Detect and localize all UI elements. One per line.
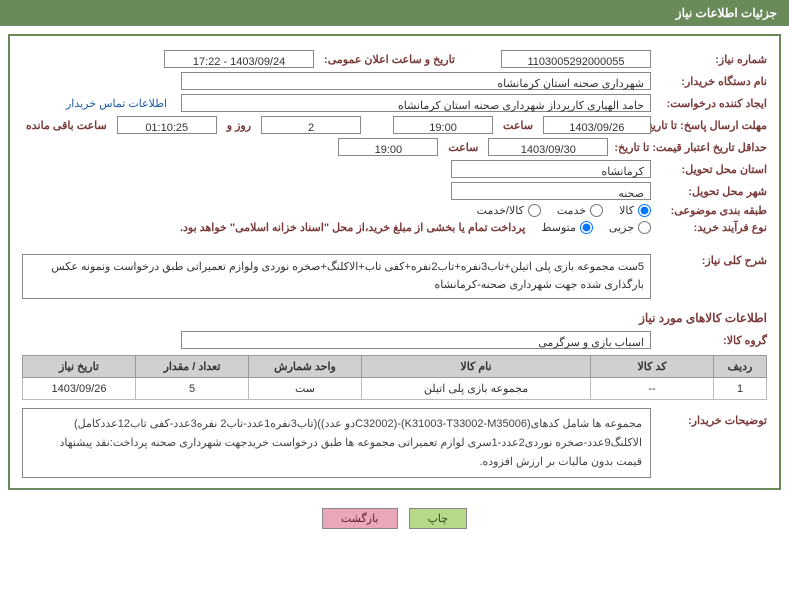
category-service-label: خدمت xyxy=(557,204,586,217)
button-row: چاپ بازگشت xyxy=(0,498,789,539)
col-name: نام کالا xyxy=(362,356,591,378)
cell-row: 1 xyxy=(714,378,767,400)
purchase-type-partial-input[interactable] xyxy=(638,221,651,234)
buyer-org-label: نام دستگاه خریدار: xyxy=(657,75,767,88)
purchase-medium-label: متوسط xyxy=(541,221,576,234)
buyer-org-value: شهرداری صحنه استان کرمانشاه xyxy=(181,72,651,90)
min-validity-time: 19:00 xyxy=(338,138,438,156)
days-and-label: روز و xyxy=(227,119,251,132)
table-row: 1 -- مجموعه بازی پلی اتیلن ست 5 1403/09/… xyxy=(23,378,767,400)
category-goods-label: کالا xyxy=(619,204,634,217)
purchase-type-label: نوع فرآیند خرید: xyxy=(657,221,767,234)
category-radio-goods-service[interactable]: کالا/خدمت xyxy=(477,204,541,217)
goods-table: ردیف کد کالا نام کالا واحد شمارش تعداد /… xyxy=(22,355,767,400)
delivery-city-label: شهر محل تحویل: xyxy=(657,185,767,198)
print-button[interactable]: چاپ xyxy=(409,508,468,529)
cell-name: مجموعه بازی پلی اتیلن xyxy=(362,378,591,400)
response-deadline-time: 19:00 xyxy=(393,116,493,134)
response-deadline-date: 1403/09/26 xyxy=(543,116,651,134)
announce-datetime-value: 1403/09/24 - 17:22 xyxy=(164,50,314,68)
goods-group-label: گروه کالا: xyxy=(657,334,767,347)
details-panel: شماره نیاز: 1103005292000055 تاریخ و ساع… xyxy=(8,34,781,490)
category-radio-goods-input[interactable] xyxy=(638,204,651,217)
purchase-note: پرداخت تمام یا بخشی از مبلغ خرید،از محل … xyxy=(180,221,525,234)
cell-code: -- xyxy=(591,378,714,400)
requester-label: ایجاد کننده درخواست: xyxy=(657,97,767,110)
remaining-suffix: ساعت باقی مانده xyxy=(26,119,107,132)
purchase-type-partial[interactable]: جزیی xyxy=(609,221,651,234)
purchase-type-medium[interactable]: متوسط xyxy=(541,221,593,234)
cell-date: 1403/09/26 xyxy=(23,378,136,400)
back-button[interactable]: بازگشت xyxy=(322,508,398,529)
buyer-contact-link[interactable]: اطلاعات تماس خریدار xyxy=(66,97,167,110)
remaining-days: 2 xyxy=(261,116,361,134)
need-summary-value: 5ست مجموعه بازی پلی اتیلن+تاب3نفره+تاب2ن… xyxy=(22,254,651,299)
purchase-partial-label: جزیی xyxy=(609,221,634,234)
need-number-label: شماره نیاز: xyxy=(657,53,767,66)
need-summary-label: شرح کلی نیاز: xyxy=(657,254,767,267)
page-title: جزئیات اطلاعات نیاز xyxy=(676,6,777,20)
purchase-type-medium-input[interactable] xyxy=(580,221,593,234)
time-label-2: ساعت xyxy=(448,141,478,154)
goods-group-value: اسباب بازی و سرگرمی xyxy=(181,331,651,349)
category-radio-service-input[interactable] xyxy=(590,204,603,217)
cell-qty: 5 xyxy=(136,378,249,400)
category-radio-goods-service-input[interactable] xyxy=(528,204,541,217)
category-radio-goods[interactable]: کالا xyxy=(619,204,651,217)
goods-info-title: اطلاعات کالاهای مورد نیاز xyxy=(22,311,767,325)
cell-unit: ست xyxy=(249,378,362,400)
need-number-value: 1103005292000055 xyxy=(501,50,651,68)
announce-datetime-label: تاریخ و ساعت اعلان عمومی: xyxy=(324,53,455,66)
remaining-time: 01:10:25 xyxy=(117,116,217,134)
buyer-notes-label: توضیحات خریدار: xyxy=(657,408,767,427)
response-deadline-label: مهلت ارسال پاسخ: تا تاریخ: xyxy=(657,119,767,132)
table-header-row: ردیف کد کالا نام کالا واحد شمارش تعداد /… xyxy=(23,356,767,378)
requester-value: حامد الهیاری کارپرداز شهرداری صحنه استان… xyxy=(181,94,651,112)
col-row: ردیف xyxy=(714,356,767,378)
delivery-province-label: استان محل تحویل: xyxy=(657,163,767,176)
min-validity-date: 1403/09/30 xyxy=(488,138,608,156)
time-label-1: ساعت xyxy=(503,119,533,132)
buyer-notes-value: مجموعه ها شامل کدهای(K31003-T33002-M3500… xyxy=(22,408,651,478)
min-validity-label: حداقل تاریخ اعتبار قیمت: تا تاریخ: xyxy=(614,141,767,154)
col-unit: واحد شمارش xyxy=(249,356,362,378)
col-qty: تعداد / مقدار xyxy=(136,356,249,378)
col-date: تاریخ نیاز xyxy=(23,356,136,378)
page-header: جزئیات اطلاعات نیاز xyxy=(0,0,789,26)
category-radio-group: کالا خدمت کالا/خدمت xyxy=(477,204,651,217)
category-label: طبقه بندی موضوعی: xyxy=(657,204,767,217)
delivery-city-value: صحنه xyxy=(451,182,651,200)
purchase-type-radio-group: جزیی متوسط xyxy=(541,221,651,234)
category-goods-service-label: کالا/خدمت xyxy=(477,204,524,217)
delivery-province-value: کرمانشاه xyxy=(451,160,651,178)
col-code: کد کالا xyxy=(591,356,714,378)
category-radio-service[interactable]: خدمت xyxy=(557,204,603,217)
